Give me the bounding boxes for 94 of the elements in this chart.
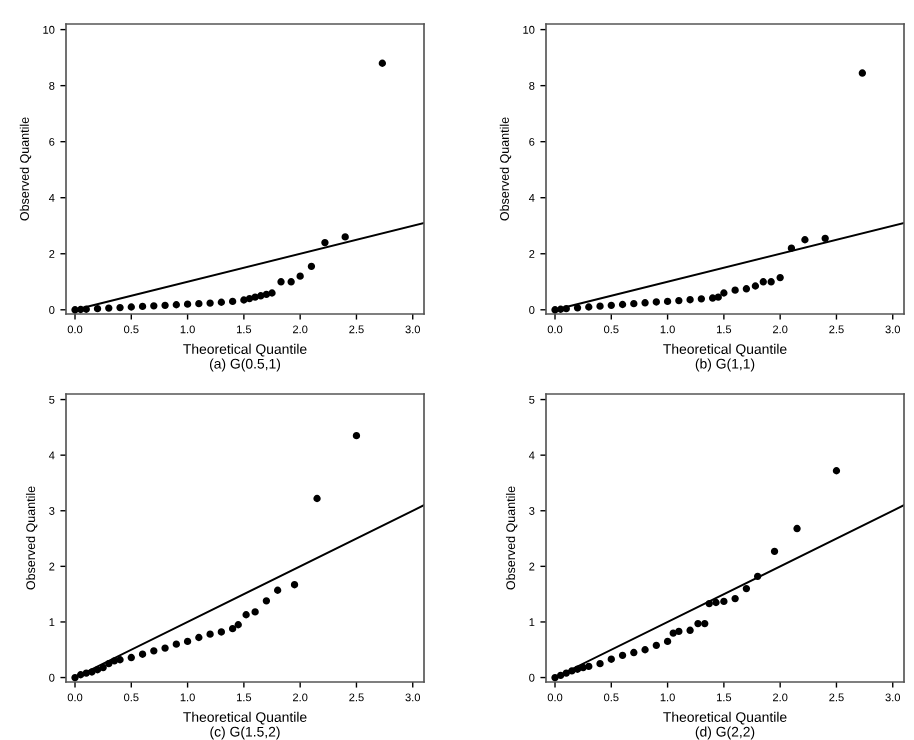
point [675,627,683,636]
point [277,278,285,286]
point [183,300,192,308]
point [821,234,829,243]
point [183,637,192,646]
point [858,69,867,77]
point [116,303,124,312]
point [172,301,180,309]
point [607,655,615,663]
point [217,298,226,306]
point [686,626,694,634]
point [195,633,203,642]
point [251,608,259,616]
point [161,301,169,309]
point [341,233,349,241]
point [573,304,582,312]
point [321,238,329,247]
point [150,647,158,655]
point [105,659,113,668]
point [663,637,672,646]
point [742,285,751,293]
point [751,282,760,290]
point [618,651,627,659]
point [556,671,565,679]
point [296,272,304,280]
point [172,640,180,648]
point [712,598,720,607]
point [720,289,728,297]
point [234,621,242,629]
point [110,657,119,665]
point [663,297,672,306]
point [82,305,90,313]
point [273,586,282,594]
point [352,432,361,440]
point [562,305,570,313]
point [127,653,135,662]
point [652,641,660,649]
point [138,302,147,311]
point [720,597,728,606]
point [217,628,226,636]
point [268,289,276,297]
point [206,299,214,307]
point [99,663,107,672]
point [832,467,841,475]
point [770,547,779,556]
point [93,666,102,674]
point [652,298,660,306]
point [753,572,762,581]
point [701,619,709,628]
point [245,294,254,303]
point [195,299,203,308]
point [585,662,593,671]
point [585,303,593,311]
point [287,278,295,286]
point [262,597,271,605]
point [307,262,316,271]
point [290,581,299,589]
point [793,524,801,533]
point [767,278,775,286]
point [776,273,784,282]
point [731,286,739,294]
point [705,599,713,608]
point [93,305,102,313]
point [697,295,706,303]
point [641,646,649,654]
point [759,278,767,286]
point [76,671,85,679]
point [596,302,604,310]
point [641,299,649,307]
point [228,624,237,633]
point [161,644,169,652]
point [618,300,627,309]
point [206,630,214,638]
point [801,236,809,244]
point [378,59,387,67]
point [127,303,135,311]
point [742,584,751,593]
point [694,619,702,628]
point [313,494,321,503]
point [630,299,638,308]
point [607,301,615,309]
point [630,648,638,657]
point [150,302,158,310]
point [787,244,796,252]
point [105,304,113,312]
point [242,611,250,619]
point [596,659,604,668]
point [714,293,722,301]
point [228,297,237,306]
point [116,656,124,664]
point [138,650,147,658]
point [686,296,694,304]
point [675,296,683,305]
point [731,594,739,603]
